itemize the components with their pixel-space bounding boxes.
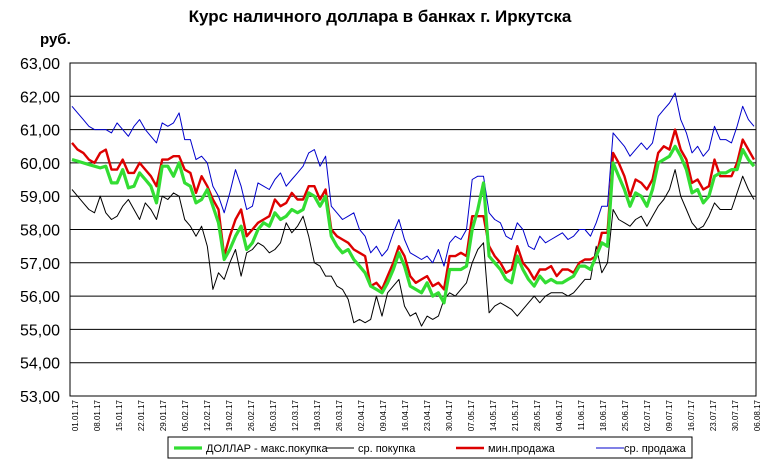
x-tick-label: 02.04.17 — [357, 399, 366, 431]
legend: ДОЛЛАР - макс.покупка ср. покупка мин.прод… — [167, 436, 693, 459]
y-axis-tick-labels: 53,00 54,00 55,00 56,00 57,00 58,00 59,00 60,00… — [20, 56, 60, 406]
legend-label-1: ср. покупка — [358, 443, 416, 455]
x-tick-label: 26.02.17 — [247, 399, 256, 431]
x-tick-label: 16.07.17 — [687, 399, 696, 431]
x-tick-label: 05.02.17 — [181, 399, 190, 431]
y-tick-label: 61,00 — [20, 123, 60, 140]
x-tick-label: 02.07.17 — [643, 399, 652, 431]
series-line-3 — [71, 92, 755, 267]
y-tick-label: 63,00 — [20, 56, 60, 73]
x-tick-label: 09.04.17 — [379, 399, 388, 431]
y-tick-label: 59,00 — [20, 189, 60, 206]
x-tick-label: 21.05.17 — [511, 399, 520, 431]
chart-title: Курс наличного доллара в банках г. Иркут… — [189, 7, 572, 26]
x-tick-label: 30.07.17 — [731, 399, 740, 431]
y-tick-label: 56,00 — [20, 289, 60, 306]
x-tick-label: 12.02.17 — [203, 399, 212, 431]
y-tick-label: 58,00 — [20, 223, 60, 240]
x-tick-label: 12.03.17 — [291, 399, 300, 431]
x-tick-label: 04.06.17 — [555, 399, 564, 431]
x-tick-label: 08.01.17 — [93, 399, 102, 431]
x-axis-tick-labels: 01.01.17 08.01.17 15.01.17 22.01.17 29.01.17… — [71, 399, 762, 431]
series-line-0 — [71, 144, 756, 305]
legend-box — [167, 436, 693, 459]
y-tick-label: 62,00 — [20, 89, 60, 106]
y-tick-label: 53,00 — [20, 389, 60, 406]
y-tick-label: 60,00 — [20, 156, 60, 173]
series-lines — [71, 92, 756, 327]
x-tick-label: 28.05.17 — [533, 399, 542, 431]
x-tick-label: 16.04.17 — [401, 399, 410, 431]
x-tick-label: 19.02.17 — [225, 399, 234, 431]
x-tick-label: 23.04.17 — [423, 399, 432, 431]
x-tick-label: 23.07.17 — [709, 399, 718, 431]
x-tick-label: 22.01.17 — [137, 399, 146, 431]
x-tick-label: 09.07.17 — [665, 399, 674, 431]
x-tick-label: 14.05.17 — [489, 399, 498, 431]
x-tick-label: 06.08.17 — [753, 399, 762, 431]
series-line-2 — [71, 128, 756, 291]
x-tick-label: 01.01.17 — [71, 399, 80, 431]
legend-label-0: ДОЛЛАР - макс.покупка — [206, 443, 328, 455]
y-tick-label: 54,00 — [20, 356, 60, 373]
legend-label-2: мин.продажа — [488, 443, 556, 455]
legend-label-3: ср. продажа — [624, 443, 687, 455]
x-tick-label: 07.05.17 — [467, 399, 476, 431]
y-tick-label: 55,00 — [20, 322, 60, 339]
x-tick-label: 15.01.17 — [115, 399, 124, 431]
x-tick-label: 11.06.17 — [577, 399, 586, 430]
x-tick-label: 30.04.17 — [445, 399, 454, 431]
x-tick-label: 18.06.17 — [599, 399, 608, 431]
plot-area-frame — [69, 62, 757, 397]
x-tick-label: 26.03.17 — [335, 399, 344, 431]
y-axis-unit-label: руб. — [40, 31, 71, 48]
x-tick-label: 05.03.17 — [269, 399, 278, 431]
series-line-1 — [71, 169, 755, 327]
x-tick-label: 29.01.17 — [159, 399, 168, 431]
x-tick-label: 19.03.17 — [313, 399, 322, 431]
y-tick-label: 57,00 — [20, 256, 60, 273]
x-tick-label: 25.06.17 — [621, 399, 630, 431]
